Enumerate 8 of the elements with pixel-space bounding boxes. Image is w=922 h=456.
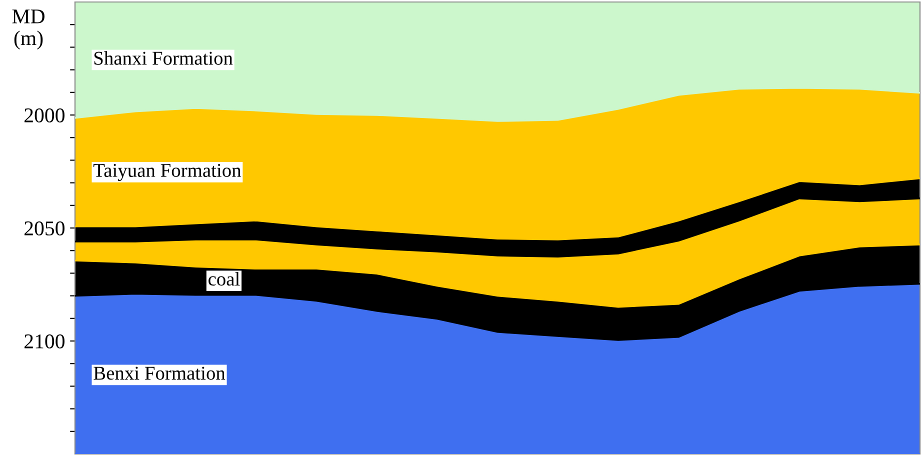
y-tick-label: 2100 [24,334,64,348]
series-label: coal [208,272,240,286]
y-tick-label: 2000 [24,108,64,122]
y-tick-label: 2050 [24,221,64,236]
series-label: Benxi Formation [94,366,226,380]
series-label: Shanxi Formation [94,51,233,65]
y-axis-title: MD (m) [12,10,44,50]
series-label: Taiyuan Formation [93,164,242,181]
